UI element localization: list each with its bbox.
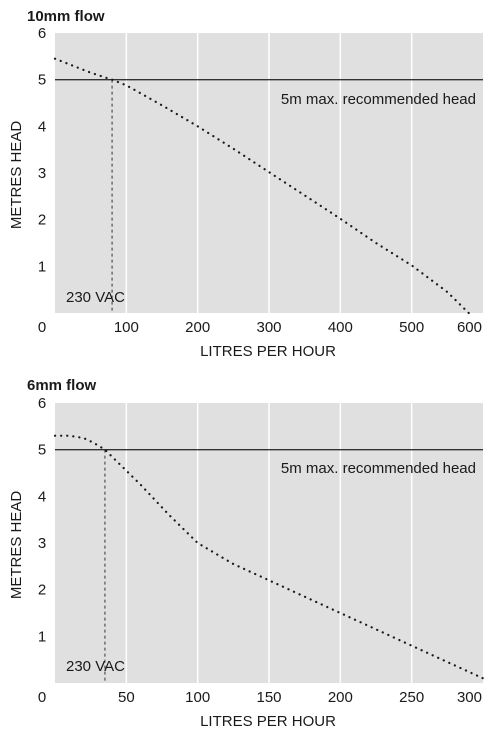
x-tick-label: 100 xyxy=(114,319,139,336)
x-tick-label: 400 xyxy=(328,319,353,336)
y-tick-label: 5 xyxy=(38,72,46,89)
y-tick-label: 1 xyxy=(38,628,46,645)
x-axis-label: LITRES PER HOUR xyxy=(200,713,336,730)
y-tick-label: 2 xyxy=(38,212,46,229)
x-tick-label: 500 xyxy=(399,319,424,336)
voltage-marker-label: 230 VAC xyxy=(66,289,125,306)
chart-title: 6mm flow xyxy=(27,377,97,394)
x-tick-label: 300 xyxy=(457,689,482,706)
flow-curve-series xyxy=(53,434,485,680)
y-tick-label: 2 xyxy=(38,582,46,599)
y-tick-label: 3 xyxy=(38,165,46,182)
x-tick-label: 200 xyxy=(185,319,210,336)
chart-panel-2: 6mm flow 5m max. recommended head 230 VAC 0… xyxy=(8,377,485,730)
x-tick-label: 0 xyxy=(38,689,46,706)
x-tick-label: 600 xyxy=(457,319,482,336)
x-tick-label: 50 xyxy=(118,689,135,706)
y-axis-label: METRES HEAD xyxy=(8,121,25,230)
max-head-label: 5m max. recommended head xyxy=(281,91,476,108)
x-tick-label: 250 xyxy=(399,689,424,706)
chart-title: 10mm flow xyxy=(27,8,105,25)
x-tick-label: 0 xyxy=(38,319,46,336)
x-tick-label: 300 xyxy=(256,319,281,336)
y-tick-label: 6 xyxy=(38,25,46,42)
y-axis-label: METRES HEAD xyxy=(8,491,25,600)
y-tick-label: 4 xyxy=(38,118,46,135)
x-axis-label: LITRES PER HOUR xyxy=(200,343,336,360)
y-tick-label: 5 xyxy=(38,442,46,459)
y-tick-label: 6 xyxy=(38,395,46,412)
x-tick-label: 100 xyxy=(185,689,210,706)
y-tick-label: 4 xyxy=(38,488,46,505)
y-tick-label: 3 xyxy=(38,535,46,552)
x-tick-label: 150 xyxy=(256,689,281,706)
chart-panel-1: 10mm flow 5m max. recommended head 230 VAC… xyxy=(8,8,483,360)
x-tick-label: 200 xyxy=(328,689,353,706)
voltage-marker-label: 230 VAC xyxy=(66,658,125,675)
y-tick-label: 1 xyxy=(38,258,46,275)
max-head-label: 5m max. recommended head xyxy=(281,460,476,477)
